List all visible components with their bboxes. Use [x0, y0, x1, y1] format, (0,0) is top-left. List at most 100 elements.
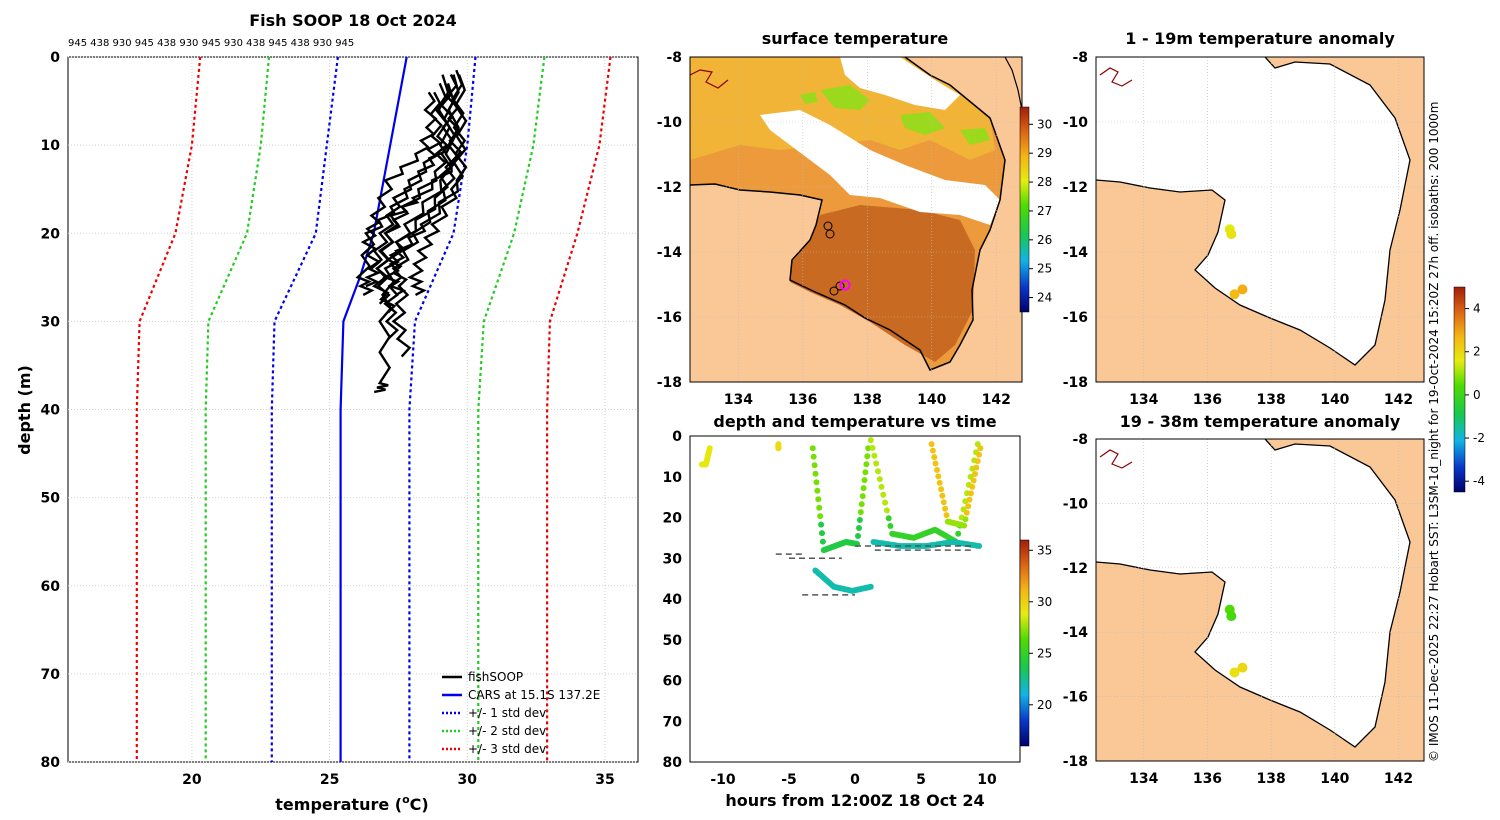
legend-label: fishSOOP — [468, 670, 523, 684]
credit-text: © IMOS 11-Dec-2025 22:27 Hobart SST: L3S… — [1427, 102, 1441, 762]
time-track-point — [972, 471, 978, 477]
time-track-point — [856, 517, 863, 523]
map-ytick-label: -18 — [1063, 754, 1088, 770]
time-track-point — [970, 477, 977, 484]
profile-xlabel-unit: C) — [410, 795, 429, 814]
time-track-point — [935, 473, 942, 480]
time-track-point — [814, 487, 821, 494]
sst-cloud-mask-2 — [840, 57, 960, 110]
profile-xtick-label: 35 — [595, 772, 614, 788]
sst-obs-circle-3 — [829, 286, 839, 296]
sst-warm-south — [790, 205, 975, 362]
time-track-point — [856, 525, 862, 531]
colorbar-tick-label: -4 — [1473, 474, 1485, 488]
time-track-point — [931, 454, 938, 461]
profile-xlabel-text: temperature ( — [275, 795, 402, 814]
map-ytick-label: -14 — [657, 245, 683, 261]
sst-map — [690, 57, 1022, 382]
map-ytick-label: -18 — [657, 375, 682, 391]
map-xtick-label: 142 — [1384, 771, 1413, 787]
anomaly-2-north-coast — [1099, 449, 1133, 469]
sst-east-coast — [1004, 57, 1022, 111]
fishsoop-profile-line — [385, 82, 454, 358]
time-track-point — [862, 469, 869, 476]
anomaly-colorbar-ticks: -4 -2 0 2 4 — [1465, 302, 1485, 488]
colorbar-tick-label: 28 — [1037, 175, 1052, 189]
map-xtick-label: 140 — [917, 392, 946, 408]
time-track-point — [936, 479, 943, 486]
time-track-point — [819, 530, 825, 537]
time-track-point — [816, 504, 823, 511]
profile-ytick-label: 30 — [41, 314, 61, 330]
time-track-point — [867, 437, 874, 444]
colorbar-tick-label: 30 — [1037, 117, 1052, 131]
time-track-point — [873, 460, 880, 467]
sst-obs-circle-4 — [835, 281, 845, 291]
map-ytick-label: -14 — [1063, 625, 1089, 641]
time-track-point — [976, 543, 983, 549]
time-track-point — [861, 477, 868, 484]
time-track-point — [967, 490, 974, 497]
map-xtick-label: 136 — [788, 392, 817, 408]
legend-label: CARS at 15.1S 137.2E — [468, 688, 600, 702]
time-track-point — [955, 530, 962, 537]
map-ytick-label: -8 — [1072, 50, 1088, 66]
profile-xtick-label: 30 — [458, 772, 478, 788]
map-ytick-label: -18 — [1063, 375, 1088, 391]
time-xtick-label: 0 — [850, 772, 860, 788]
time-track-point — [885, 515, 892, 522]
profile-xtick-label: 25 — [320, 772, 339, 788]
time-track-point — [929, 447, 936, 454]
profile-legend: fishSOOP CARS at 15.1S 137.2E +/- 1 std de… — [442, 670, 600, 756]
map-ytick-label: -12 — [657, 180, 682, 196]
map-ytick-label: -10 — [1063, 496, 1089, 512]
sst-colorbar-ticks: 24 25 26 27 28 29 30 — [1029, 117, 1052, 305]
anomaly-2-map — [1096, 439, 1424, 761]
map-xtick-label: 138 — [1257, 771, 1286, 787]
anomaly-point — [1229, 289, 1240, 300]
colorbar-tick-label: 35 — [1037, 543, 1052, 557]
time-track-point — [973, 464, 980, 471]
colorbar-tick-label: 27 — [1037, 204, 1052, 218]
map-ytick-label: -10 — [657, 115, 683, 131]
time-colorbar-ticks: 20 25 30 35 — [1029, 543, 1052, 712]
time-track-point — [928, 441, 935, 448]
sst-panel: surface temperature 134 136 138 140 142 -8 -10… — [657, 29, 1053, 408]
time-track-point — [942, 505, 949, 512]
map-xtick-label: 140 — [1320, 771, 1349, 787]
time-track-point — [887, 523, 894, 529]
colorbar-tick-label: 24 — [1037, 291, 1052, 305]
anomaly-point — [1226, 611, 1237, 622]
time-track-point — [815, 496, 822, 503]
colorbar-tick-label: 29 — [1037, 146, 1052, 160]
time-track-point — [939, 492, 946, 499]
time-track-point — [857, 509, 864, 516]
profile-ytick-label: 0 — [50, 50, 60, 66]
profile-panel: Fish SOOP 18 Oct 2024 945 438 930 945 43… — [15, 11, 639, 814]
time-track-point — [976, 451, 982, 458]
anomaly-1-title: 1 - 19m temperature anomaly — [1125, 29, 1395, 48]
time-ytick-label: 60 — [663, 674, 683, 690]
time-track-point — [775, 441, 782, 448]
time-ytick-label: 30 — [663, 551, 683, 567]
sst-grid — [690, 57, 1022, 382]
time-track-point — [966, 496, 973, 503]
profile-ytick-label: 60 — [41, 579, 61, 595]
time-track-point — [859, 493, 866, 500]
profile-series-line — [204, 56, 271, 762]
anomaly-colorbar — [1453, 286, 1466, 493]
profile-ticks: 20 25 30 35 0 10 20 30 40 50 60 70 80 — [41, 50, 615, 788]
legend-label: +/- 3 std dev — [468, 742, 546, 756]
anomaly-2-points — [1224, 604, 1248, 678]
time-xtick-label: 5 — [916, 772, 926, 788]
sst-colorbar — [1019, 106, 1030, 313]
time-track-point — [961, 522, 968, 529]
map-ytick-label: -16 — [657, 310, 682, 326]
sst-green-patches — [800, 85, 990, 145]
time-track-point — [863, 461, 870, 468]
time-track-point — [706, 445, 713, 452]
time-track-point — [882, 499, 889, 506]
fishsoop-profiles — [355, 69, 468, 394]
profile-ytick-label: 50 — [41, 491, 61, 507]
map-ytick-label: -8 — [666, 50, 682, 66]
